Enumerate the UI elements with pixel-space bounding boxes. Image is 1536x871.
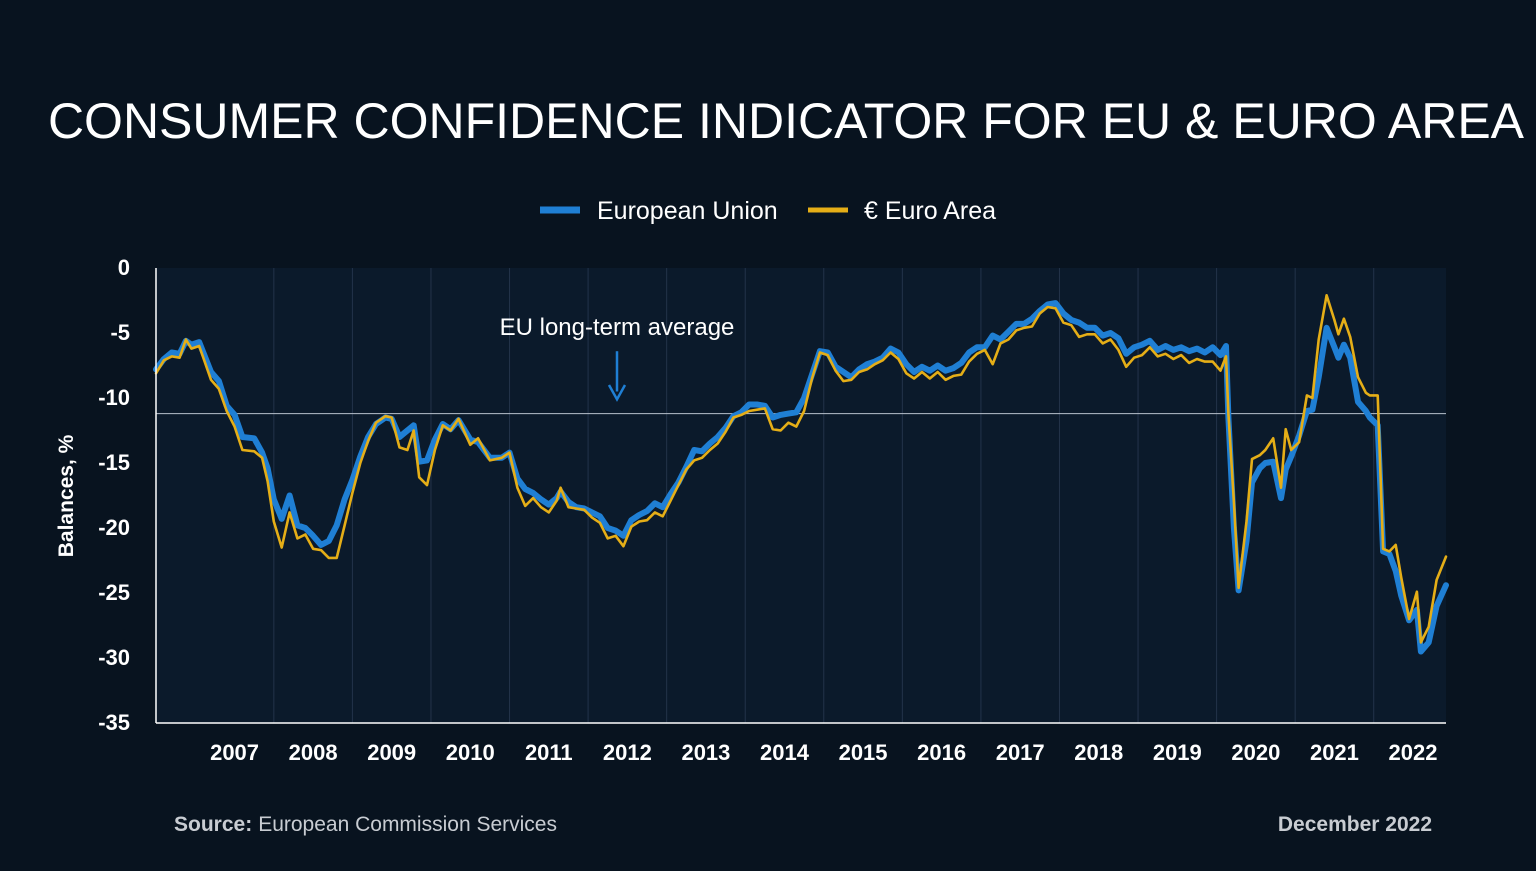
source-note: Source: European Commission Services [174, 813, 557, 836]
legend: European Union € Euro Area [540, 197, 996, 225]
legend-label-ea: € Euro Area [864, 197, 996, 225]
series-line-euro-area [154, 293, 1448, 644]
date-note: December 2022 [1278, 813, 1432, 836]
y-tick-label: -5 [110, 320, 130, 345]
x-axis-ticks: 2007 2008 2009 2010 2011 2012 2013 2014 2015 2016… [210, 740, 1437, 765]
long-term-average-label: EU long-term average [500, 314, 735, 341]
y-tick-label: -20 [98, 515, 130, 540]
y-tick-label: -25 [98, 580, 130, 605]
y-tick-label: -10 [98, 385, 130, 410]
x-tick-label: 2012 [603, 740, 652, 765]
y-axis-ticks: 0 -5 -10 -15 -20 -25 -30 -35 [98, 255, 130, 735]
x-tick-label: 2010 [446, 740, 495, 765]
x-tick-label: 2017 [996, 740, 1045, 765]
y-tick-label: -30 [98, 645, 130, 670]
grid [273, 268, 1375, 723]
y-tick-label: -15 [98, 450, 130, 475]
x-tick-label: 2007 [210, 740, 259, 765]
x-tick-label: 2015 [839, 740, 888, 765]
chart-title: CONSUMER CONFIDENCE INDICATOR FOR EU & E… [48, 93, 1525, 149]
x-tick-label: 2019 [1153, 740, 1202, 765]
x-tick-label: 2020 [1231, 740, 1280, 765]
source-label: Source: [174, 813, 252, 836]
y-tick-label: -35 [98, 710, 130, 735]
source-text: European Commission Services [258, 813, 557, 836]
legend-label-eu: European Union [597, 197, 778, 225]
x-tick-label: 2022 [1389, 740, 1438, 765]
arrow-head [607, 384, 627, 402]
x-tick-label: 2014 [760, 740, 810, 765]
x-tick-label: 2011 [525, 740, 573, 765]
x-tick-label: 2013 [681, 740, 730, 765]
y-tick-label: 0 [118, 255, 130, 280]
x-tick-label: 2021 [1310, 740, 1359, 765]
x-tick-label: 2016 [917, 740, 966, 765]
arrow-down-icon [607, 351, 627, 402]
y-axis-label: Balances, % [55, 434, 78, 557]
x-tick-label: 2009 [367, 740, 416, 765]
series-lines [153, 293, 1449, 655]
x-tick-label: 2008 [289, 740, 338, 765]
x-tick-label: 2018 [1074, 740, 1123, 765]
